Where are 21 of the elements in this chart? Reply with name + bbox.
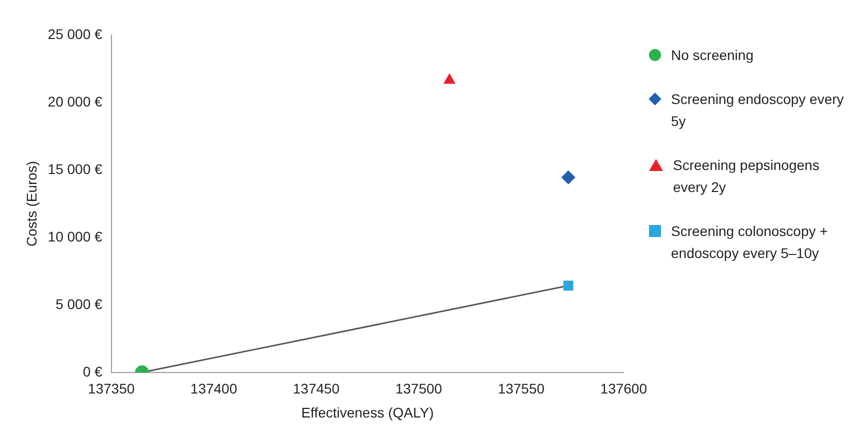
y-tick-label: 15 000 € — [48, 160, 103, 177]
y-tick-label: 25 000 € — [48, 26, 103, 42]
x-tick-label: 137600 — [600, 380, 648, 397]
y-tick-label: 20 000 € — [48, 93, 103, 110]
x-tick-label: 137550 — [498, 380, 545, 397]
x-axis-title: Effectiveness (QALY) — [301, 404, 434, 420]
x-tick-label: 137450 — [292, 380, 340, 397]
point — [561, 170, 576, 184]
y-tick-label: 0 € — [82, 363, 103, 380]
x-tick-label: 137400 — [190, 380, 238, 397]
legend-label: Screening colonoscopy + endoscopy every 5–10y — [671, 222, 829, 263]
point — [443, 73, 456, 84]
y-axis-title: Costs (Euros) — [23, 160, 40, 246]
y-tick-label: 5 000 € — [56, 296, 102, 312]
point — [563, 280, 574, 291]
legend-label: Screening endoscopy every 5y — [671, 90, 845, 131]
legend-label: No screening — [671, 46, 754, 65]
y-tick-label: 10 000 € — [48, 228, 103, 244]
legend-label: Screening pepsinogens every 2y — [673, 156, 820, 197]
x-tick-label: 137500 — [395, 380, 442, 397]
x-tick-label: 137350 — [88, 380, 135, 397]
